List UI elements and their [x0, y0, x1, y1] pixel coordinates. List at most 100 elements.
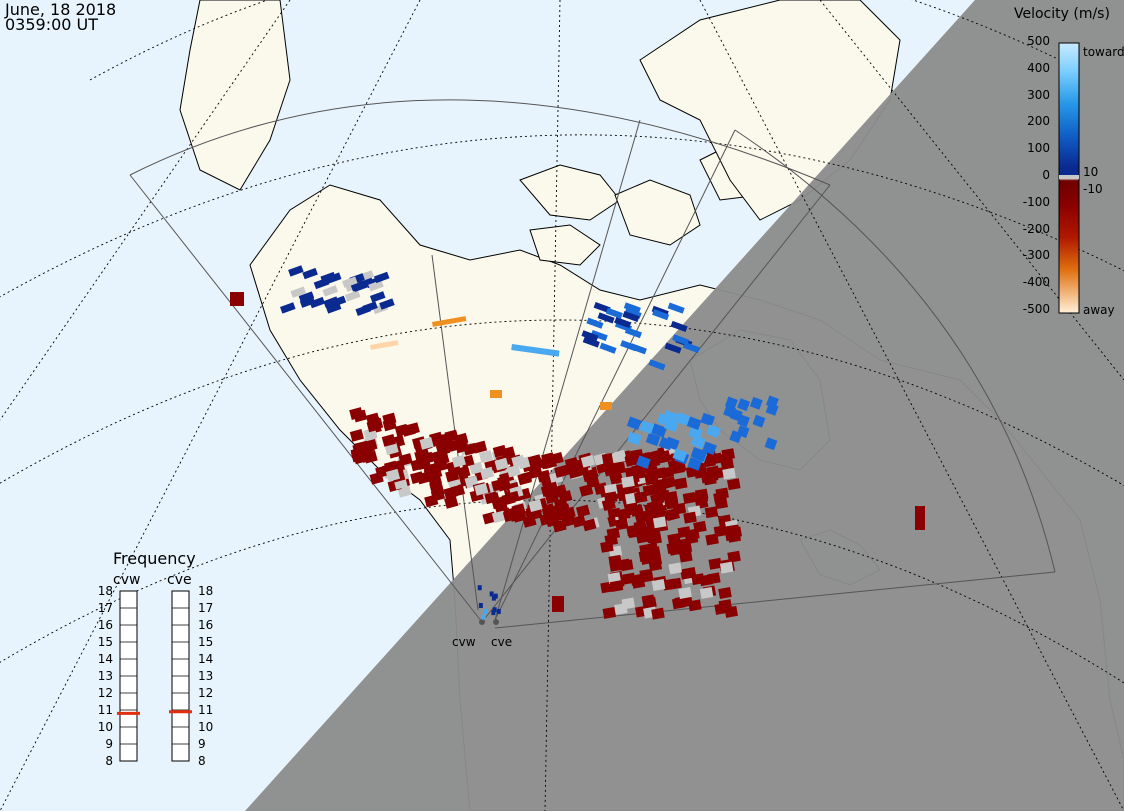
grid-line [0, 0, 291, 421]
velocity-cell [702, 441, 717, 455]
velocity-cell [639, 568, 653, 581]
velocity-cell [668, 562, 682, 575]
velocity-cell [344, 290, 361, 302]
velocity-cell [373, 271, 390, 284]
velocity-cell [706, 424, 721, 438]
fov-edge [129, 174, 483, 623]
frequency-radar-cvw: cvw [113, 572, 141, 588]
velocity-cell [764, 437, 778, 451]
velocity-cell [528, 499, 543, 513]
velocity-cell [479, 466, 495, 480]
velocity-cell [639, 420, 655, 434]
velocity-cell [546, 504, 561, 518]
velocity-cell [765, 395, 779, 409]
velocity-cell [481, 614, 486, 620]
velocity-cell [299, 296, 316, 308]
frequency-tick: 16 [97, 618, 113, 632]
frequency-tick: 11 [97, 703, 113, 717]
velocity-cell [369, 340, 399, 350]
velocity-cell [410, 471, 425, 485]
velocity-cell [668, 577, 682, 590]
velocity-cell [670, 320, 688, 332]
velocity-cell [597, 312, 615, 324]
velocity-cell [704, 506, 719, 519]
fov-arc-cvw [129, 99, 831, 186]
frequency-tick: 14 [97, 652, 113, 666]
velocity-cell [678, 587, 692, 599]
velocity-cell [726, 478, 741, 491]
frequency-tick: 16 [198, 618, 214, 632]
velocity-cell [561, 506, 576, 520]
velocity-cell [581, 330, 599, 342]
velocity-cell [575, 504, 591, 518]
velocity-cell [609, 559, 623, 572]
velocity-cell [688, 426, 703, 440]
velocity-cell [423, 463, 438, 476]
velocity-cell [683, 511, 697, 524]
frequency-tick: 18 [97, 584, 113, 598]
velocity-cell [290, 286, 307, 298]
velocity-cell [626, 524, 640, 537]
velocity-cell [381, 434, 396, 447]
velocity-cell [737, 398, 750, 412]
colorbar-minus10-label: -10 [1083, 182, 1103, 196]
colorbar-tick: 400 [1027, 60, 1050, 75]
velocity-cell [648, 553, 663, 566]
velocity-cell [686, 416, 702, 430]
velocity-cell [298, 291, 315, 303]
velocity-cell [672, 334, 690, 346]
velocity-cell [648, 359, 666, 371]
velocity-cell [652, 423, 667, 438]
velocity-cell [644, 542, 659, 555]
velocity-cell [484, 491, 499, 505]
frequency-tick: 9 [105, 737, 113, 751]
velocity-cell [491, 595, 496, 601]
velocity-cell [643, 596, 657, 609]
colorbar-tick: -500 [1022, 302, 1050, 316]
velocity-cell [602, 606, 617, 619]
velocity-cell [571, 514, 587, 528]
colorbar-gs-band [1059, 175, 1079, 179]
velocity-cell [651, 607, 665, 620]
velocity-cell [688, 599, 702, 612]
frequency-tick: 18 [198, 584, 214, 598]
date-label: June, 18 2018 [5, 0, 117, 19]
site-marker-cve [493, 619, 499, 625]
velocity-cell [679, 550, 693, 563]
velocity-cell [552, 484, 568, 498]
field-of-view [129, 99, 1056, 629]
velocity-cell [713, 491, 727, 504]
velocity-cell [606, 527, 621, 540]
velocity-cell [517, 472, 532, 486]
velocity-cell [651, 579, 666, 591]
frequency-tick: 13 [97, 669, 113, 683]
velocity-cell [398, 453, 413, 466]
fov-edge [494, 119, 641, 621]
velocity-cell [609, 580, 624, 593]
velocity-cell [627, 431, 642, 446]
velocity-cell [684, 532, 699, 545]
velocity-cell [322, 285, 339, 297]
velocity-cell [651, 478, 666, 491]
frequency-tick: 8 [198, 754, 206, 768]
colorbar-tick: 100 [1027, 141, 1050, 156]
velocity-cell [527, 454, 543, 468]
velocity-cell [349, 429, 364, 442]
velocity-cell [431, 449, 446, 463]
velocity-cell [353, 409, 368, 423]
colorbar-title: Velocity (m/s) [1014, 6, 1110, 22]
velocity-cell [483, 608, 488, 614]
velocity-cell [690, 446, 706, 461]
velocity-cell [611, 451, 626, 464]
velocity-cell [662, 476, 677, 490]
velocity-cell [366, 419, 381, 433]
velocity-cell [614, 317, 632, 329]
colorbar-tick: 300 [1027, 87, 1050, 102]
velocity-cell [674, 538, 688, 551]
velocity-cell [497, 478, 512, 492]
velocity-cell [586, 317, 604, 329]
site-marker-cvw [479, 619, 485, 625]
velocity-cell [719, 452, 733, 465]
